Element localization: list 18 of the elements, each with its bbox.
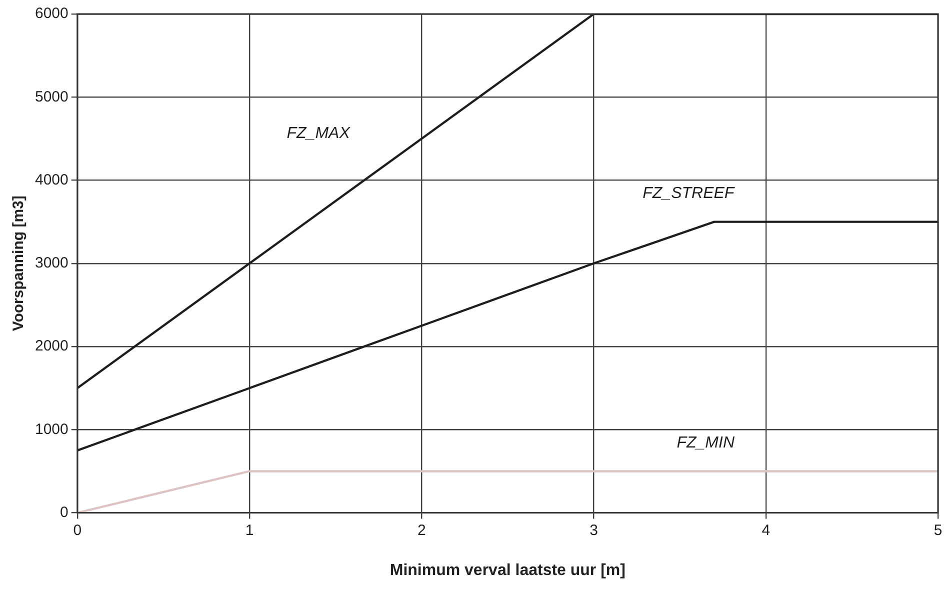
x-tick-label: 2 [417, 522, 426, 539]
y-axis-title: Voorspanning [m3] [10, 196, 28, 332]
y-tick-label: 5000 [34, 88, 68, 106]
y-tick-label: 1000 [34, 420, 68, 438]
x-tick-label: 1 [245, 522, 254, 539]
x-tick-label: 0 [73, 522, 82, 539]
y-tick-label: 6000 [34, 5, 68, 22]
y-tick-label: 0 [60, 504, 68, 521]
x-tick-label: 3 [590, 522, 598, 539]
x-tick-label: 4 [762, 522, 770, 539]
x-tick-label: 5 [934, 522, 942, 539]
x-axis-title: Minimum verval laatste uur [m] [390, 562, 626, 579]
y-tick-label: 2000 [34, 338, 68, 355]
y-tick-label: 4000 [34, 171, 68, 188]
text: FZ_MAX [286, 125, 352, 142]
y-tick-label: 3000 [34, 254, 68, 272]
series-label: FZ_STREEF [642, 185, 736, 202]
series-label: FZ_MIN [676, 434, 735, 452]
